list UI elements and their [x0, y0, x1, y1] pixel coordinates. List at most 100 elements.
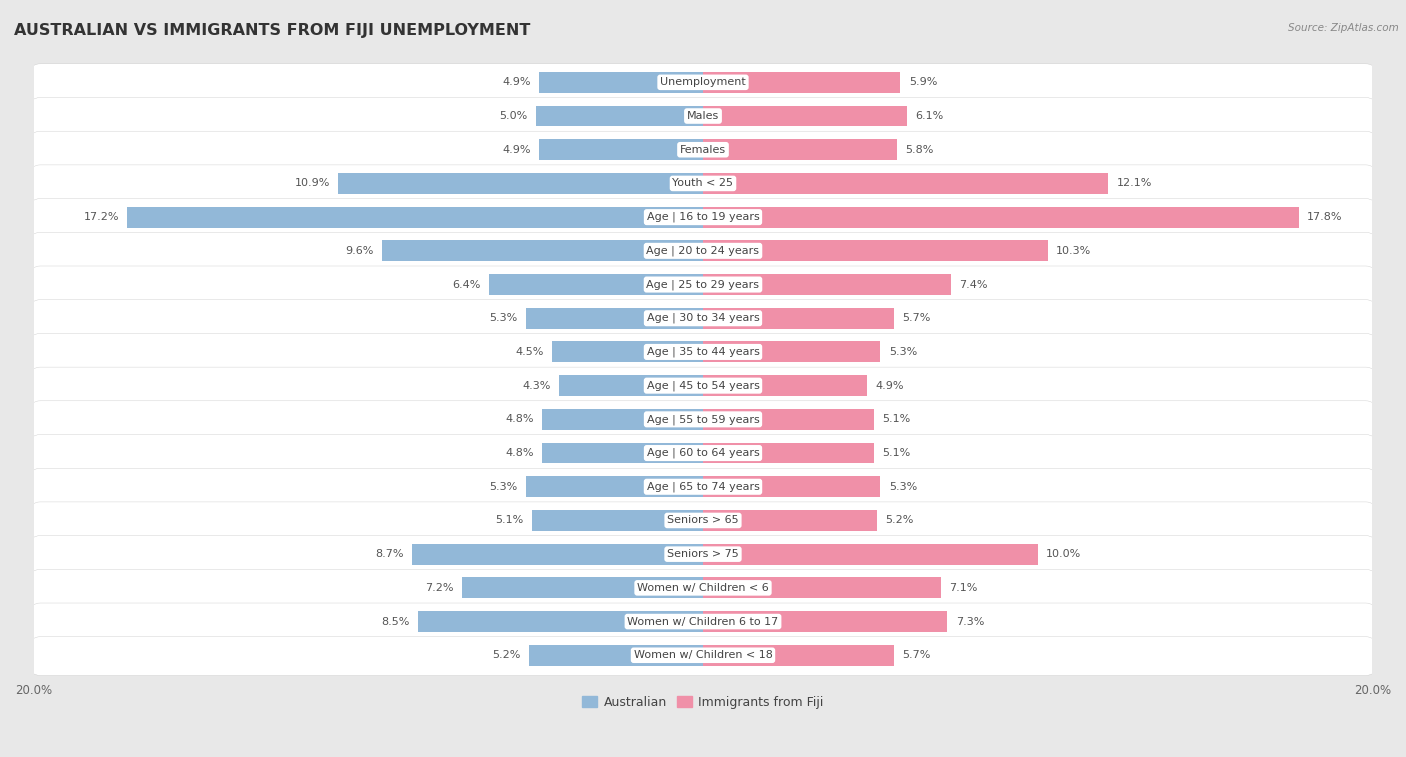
Bar: [703, 510, 877, 531]
FancyBboxPatch shape: [30, 98, 1376, 136]
Text: 5.7%: 5.7%: [903, 650, 931, 660]
Text: 5.3%: 5.3%: [489, 481, 517, 492]
Text: 4.3%: 4.3%: [522, 381, 551, 391]
FancyBboxPatch shape: [30, 469, 1376, 507]
Bar: [128, 207, 703, 228]
FancyBboxPatch shape: [30, 165, 1376, 204]
Text: 5.1%: 5.1%: [882, 414, 910, 425]
Bar: [543, 443, 703, 463]
FancyBboxPatch shape: [30, 637, 1376, 675]
Text: 5.2%: 5.2%: [886, 516, 914, 525]
FancyBboxPatch shape: [30, 435, 1376, 473]
Bar: [529, 645, 703, 665]
Text: 4.8%: 4.8%: [506, 414, 534, 425]
FancyBboxPatch shape: [30, 536, 1376, 575]
Bar: [703, 72, 900, 93]
Text: 4.5%: 4.5%: [516, 347, 544, 357]
Bar: [703, 274, 950, 295]
FancyBboxPatch shape: [30, 64, 1376, 102]
Text: 4.9%: 4.9%: [502, 77, 530, 87]
Text: 5.3%: 5.3%: [889, 347, 917, 357]
Text: 5.9%: 5.9%: [908, 77, 938, 87]
Text: 5.3%: 5.3%: [889, 481, 917, 492]
Text: Youth < 25: Youth < 25: [672, 179, 734, 188]
Text: Source: ZipAtlas.com: Source: ZipAtlas.com: [1288, 23, 1399, 33]
Text: 12.1%: 12.1%: [1116, 179, 1152, 188]
Text: 5.8%: 5.8%: [905, 145, 934, 154]
Bar: [339, 173, 703, 194]
Text: Women w/ Children < 6: Women w/ Children < 6: [637, 583, 769, 593]
Bar: [703, 375, 868, 396]
Text: 6.4%: 6.4%: [453, 279, 481, 289]
Text: 5.3%: 5.3%: [489, 313, 517, 323]
Text: Seniors > 65: Seniors > 65: [668, 516, 738, 525]
Text: Age | 35 to 44 years: Age | 35 to 44 years: [647, 347, 759, 357]
Text: 4.9%: 4.9%: [502, 145, 530, 154]
Bar: [703, 544, 1038, 565]
FancyBboxPatch shape: [30, 333, 1376, 372]
Bar: [463, 578, 703, 598]
FancyBboxPatch shape: [30, 198, 1376, 238]
FancyBboxPatch shape: [30, 266, 1376, 305]
FancyBboxPatch shape: [30, 367, 1376, 406]
Text: 10.3%: 10.3%: [1056, 246, 1091, 256]
Bar: [526, 308, 703, 329]
Text: Males: Males: [688, 111, 718, 121]
Text: 8.5%: 8.5%: [382, 616, 411, 627]
FancyBboxPatch shape: [30, 232, 1376, 271]
Text: 5.1%: 5.1%: [882, 448, 910, 458]
Text: Females: Females: [681, 145, 725, 154]
Text: 17.2%: 17.2%: [83, 212, 120, 222]
Text: 10.0%: 10.0%: [1046, 549, 1081, 559]
FancyBboxPatch shape: [30, 400, 1376, 440]
Bar: [703, 241, 1047, 261]
Bar: [543, 409, 703, 430]
Bar: [703, 578, 941, 598]
FancyBboxPatch shape: [30, 603, 1376, 642]
Bar: [412, 544, 703, 565]
Bar: [703, 105, 907, 126]
Text: Seniors > 75: Seniors > 75: [666, 549, 740, 559]
Text: 7.4%: 7.4%: [959, 279, 987, 289]
Text: Age | 16 to 19 years: Age | 16 to 19 years: [647, 212, 759, 223]
Bar: [419, 611, 703, 632]
Bar: [703, 207, 1299, 228]
Text: 8.7%: 8.7%: [375, 549, 404, 559]
Bar: [538, 72, 703, 93]
Bar: [381, 241, 703, 261]
Text: 5.0%: 5.0%: [499, 111, 527, 121]
Text: Age | 55 to 59 years: Age | 55 to 59 years: [647, 414, 759, 425]
Bar: [703, 476, 880, 497]
FancyBboxPatch shape: [30, 300, 1376, 338]
Bar: [703, 173, 1108, 194]
Bar: [536, 105, 703, 126]
Bar: [703, 645, 894, 665]
Bar: [703, 409, 873, 430]
Bar: [703, 611, 948, 632]
Bar: [560, 375, 703, 396]
Text: 10.9%: 10.9%: [294, 179, 330, 188]
Text: 9.6%: 9.6%: [344, 246, 374, 256]
Text: 5.2%: 5.2%: [492, 650, 520, 660]
Bar: [703, 341, 880, 363]
Text: AUSTRALIAN VS IMMIGRANTS FROM FIJI UNEMPLOYMENT: AUSTRALIAN VS IMMIGRANTS FROM FIJI UNEMP…: [14, 23, 530, 38]
Text: 7.1%: 7.1%: [949, 583, 977, 593]
Bar: [703, 443, 873, 463]
Text: 7.3%: 7.3%: [956, 616, 984, 627]
Text: Women w/ Children 6 to 17: Women w/ Children 6 to 17: [627, 616, 779, 627]
FancyBboxPatch shape: [30, 131, 1376, 170]
Bar: [533, 510, 703, 531]
Text: 4.9%: 4.9%: [876, 381, 904, 391]
Bar: [553, 341, 703, 363]
Bar: [489, 274, 703, 295]
Text: Age | 45 to 54 years: Age | 45 to 54 years: [647, 381, 759, 391]
Text: 5.7%: 5.7%: [903, 313, 931, 323]
Text: Women w/ Children < 18: Women w/ Children < 18: [634, 650, 772, 660]
Text: 5.1%: 5.1%: [496, 516, 524, 525]
Text: Unemployment: Unemployment: [661, 77, 745, 87]
Text: Age | 60 to 64 years: Age | 60 to 64 years: [647, 448, 759, 458]
Bar: [538, 139, 703, 160]
Bar: [703, 139, 897, 160]
Text: Age | 30 to 34 years: Age | 30 to 34 years: [647, 313, 759, 323]
FancyBboxPatch shape: [30, 502, 1376, 540]
